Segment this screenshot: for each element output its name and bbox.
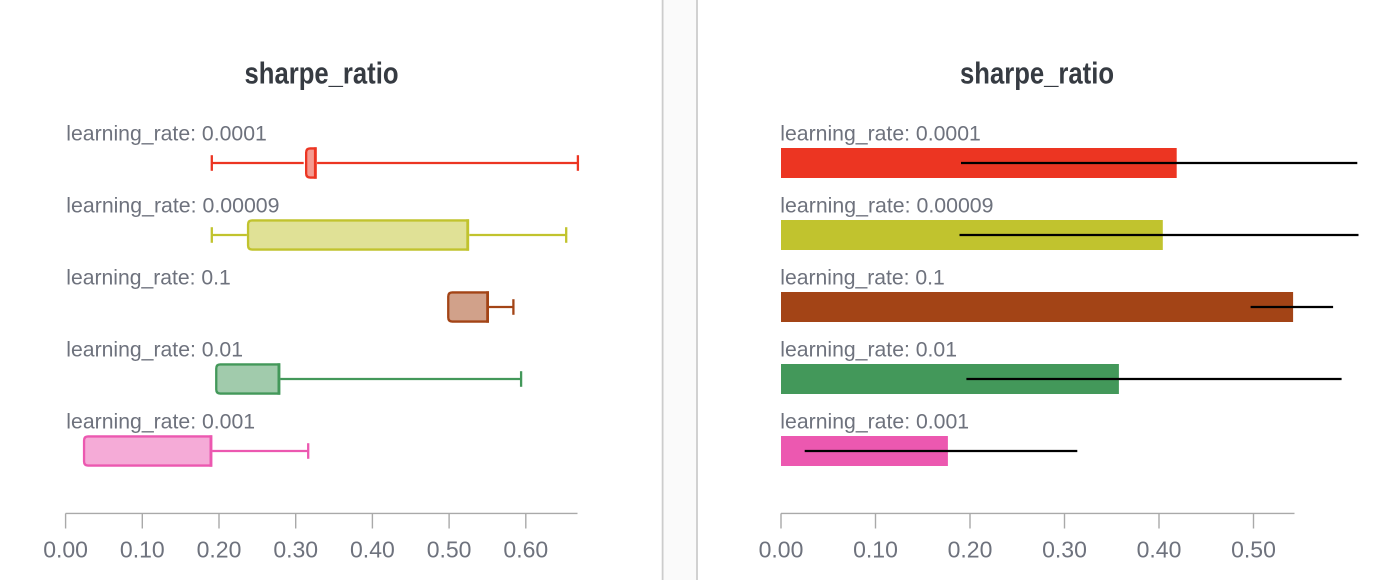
svg-text:learning_rate: 0.0001: learning_rate: 0.0001	[780, 120, 981, 145]
svg-text:sharpe_ratio: sharpe_ratio	[245, 55, 399, 90]
svg-text:0.60: 0.60	[503, 537, 548, 563]
svg-text:0.20: 0.20	[948, 537, 993, 563]
svg-text:0.00: 0.00	[759, 537, 804, 563]
svg-text:0.10: 0.10	[120, 537, 165, 563]
svg-text:learning_rate: 0.1: learning_rate: 0.1	[780, 264, 945, 289]
svg-text:0.40: 0.40	[1137, 537, 1182, 563]
svg-text:learning_rate: 0.01: learning_rate: 0.01	[66, 336, 243, 361]
svg-text:0.00: 0.00	[43, 537, 88, 563]
svg-text:learning_rate: 0.00009: learning_rate: 0.00009	[780, 192, 993, 217]
svg-text:learning_rate: 0.0001: learning_rate: 0.0001	[66, 120, 266, 145]
svg-text:0.30: 0.30	[1042, 537, 1087, 563]
svg-text:learning_rate: 0.001: learning_rate: 0.001	[780, 408, 969, 433]
svg-text:0.20: 0.20	[197, 537, 242, 563]
svg-text:0.30: 0.30	[273, 537, 318, 563]
svg-text:learning_rate: 0.01: learning_rate: 0.01	[780, 336, 957, 361]
svg-text:0.50: 0.50	[1231, 537, 1276, 563]
svg-text:learning_rate: 0.001: learning_rate: 0.001	[66, 408, 255, 433]
svg-text:0.50: 0.50	[427, 537, 472, 563]
svg-text:0.10: 0.10	[853, 537, 898, 563]
svg-text:learning_rate: 0.1: learning_rate: 0.1	[66, 264, 231, 289]
svg-text:sharpe_ratio: sharpe_ratio	[960, 55, 1114, 90]
svg-text:learning_rate: 0.00009: learning_rate: 0.00009	[66, 192, 279, 217]
svg-text:0.40: 0.40	[350, 537, 395, 563]
